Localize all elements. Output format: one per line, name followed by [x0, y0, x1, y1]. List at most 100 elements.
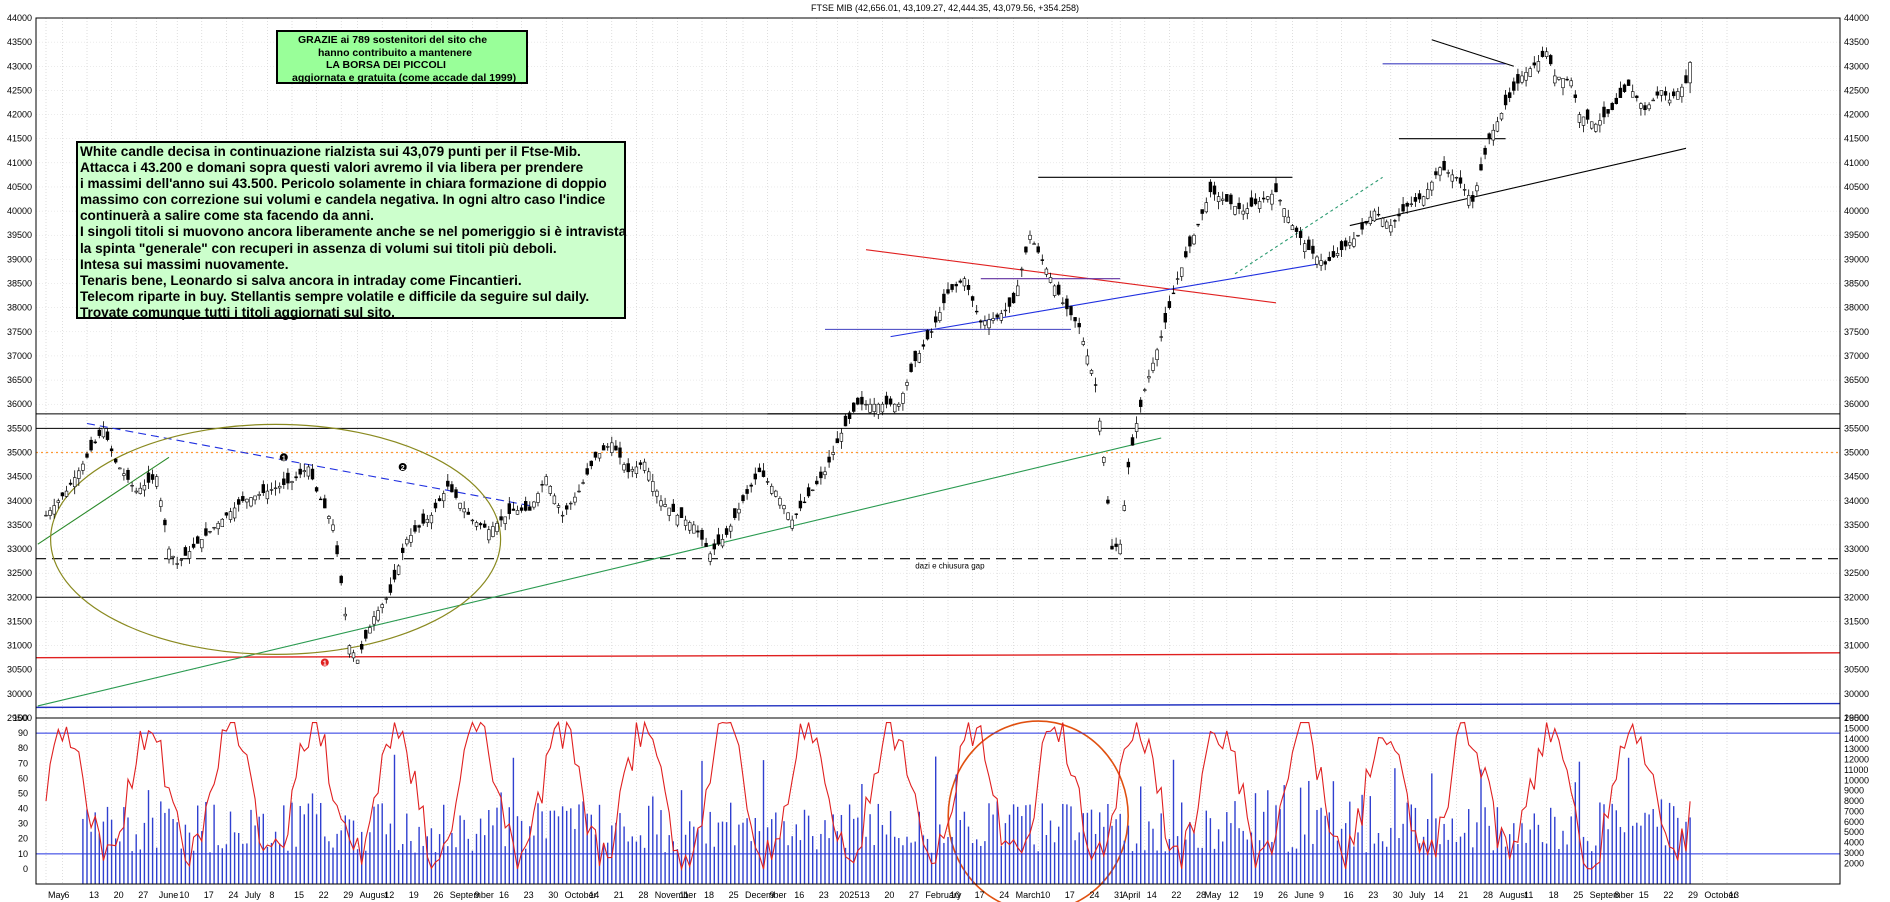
candle-body [1364, 221, 1368, 224]
candle-body [1192, 234, 1196, 245]
oscillator-tick: 80 [18, 743, 28, 753]
x-tick-label: September [450, 890, 494, 900]
x-tick-label: 17 [204, 890, 214, 900]
candle-body [306, 466, 311, 477]
candle-body [597, 453, 602, 459]
oscillator-tick: 10 [18, 849, 28, 859]
candle-body [1007, 297, 1012, 307]
x-tick-label: 16 [499, 890, 509, 900]
price-tick-right: 31500 [1844, 616, 1869, 626]
candle-body [249, 497, 253, 507]
candle-body [1512, 81, 1516, 91]
x-tick-label: December [745, 890, 787, 900]
candle-body [1590, 121, 1594, 129]
candle-body [1622, 84, 1627, 92]
candle-body [1270, 193, 1274, 205]
volume-tick: 16000 [1844, 713, 1869, 723]
x-tick-label: 19 [409, 890, 419, 900]
candle-body [1602, 106, 1606, 118]
candle-body [1483, 147, 1487, 155]
candle-body [1565, 78, 1569, 81]
last-candle-body [1688, 62, 1692, 84]
green-trendline-2 [37, 437, 1162, 707]
candle-body [1175, 278, 1180, 280]
candle-body [1467, 195, 1471, 206]
candle-body [1606, 109, 1610, 114]
candle-body [323, 498, 327, 509]
price-tick-left: 35500 [7, 423, 32, 433]
gap-label: dazi e chiusura gap [915, 561, 985, 570]
candle-body [1319, 260, 1323, 266]
candle-body [503, 516, 507, 524]
candle-body [265, 490, 270, 500]
candle-body [343, 613, 347, 617]
candle-body [929, 331, 934, 333]
candle-body [196, 536, 200, 544]
consolidation-ellipse [50, 423, 502, 655]
candle-body [618, 447, 622, 458]
x-tick-label: 18 [704, 890, 714, 900]
candle-body [556, 505, 561, 508]
price-tick-right: 44000 [1844, 13, 1869, 23]
price-tick-right: 37000 [1844, 351, 1869, 361]
marker-label: 1 [323, 660, 327, 667]
price-frame [35, 17, 1841, 719]
candle-body [101, 428, 106, 438]
candle-body [1098, 420, 1102, 432]
candle-body [1044, 268, 1049, 275]
candle-body [1245, 208, 1250, 214]
candle-body [1528, 68, 1532, 77]
x-tick-label: 22 [319, 890, 329, 900]
oscillator-tick: 90 [18, 728, 28, 738]
x-tick-label: 9 [1319, 890, 1324, 900]
candle-body [585, 468, 589, 475]
candle-body [1385, 221, 1389, 229]
comment-line-1: White candle decisa in continuazione ria… [80, 144, 581, 159]
candle-body [515, 510, 520, 515]
candle-body [130, 485, 134, 487]
candle-body [1438, 167, 1442, 176]
candle-body [712, 543, 717, 550]
candle-body [1262, 197, 1266, 200]
candle-body [294, 476, 298, 479]
x-tick-label: October [1704, 890, 1736, 900]
candle-body [1011, 292, 1016, 304]
candle-body [507, 503, 511, 514]
x-tick-label: 21 [1458, 890, 1468, 900]
price-tick-right: 33000 [1844, 544, 1869, 554]
candle-body [925, 330, 930, 340]
candle-body [692, 524, 696, 534]
price-tick-right: 39000 [1844, 254, 1869, 264]
candle-body [478, 523, 483, 526]
candle-body [347, 645, 352, 655]
candle-body [569, 502, 573, 505]
candle-body [593, 451, 598, 458]
candle-body [1631, 91, 1635, 98]
candle-body [888, 398, 893, 405]
comment-line-3: i massimi dell'anno sui 43.500. Pericolo… [80, 176, 607, 192]
price-tick-left: 31000 [7, 641, 32, 651]
candle-body [1639, 103, 1643, 109]
candle-body [933, 316, 938, 323]
candle-body [1073, 317, 1077, 322]
candle-body [958, 280, 963, 283]
candle-body [122, 473, 126, 476]
marker-dot [279, 453, 288, 462]
oscillator-tick: 40 [18, 804, 28, 814]
candle-body [1122, 505, 1127, 511]
candle-body [1315, 256, 1319, 265]
candle-body [458, 502, 462, 509]
candle-body [671, 503, 676, 512]
candle-body [392, 569, 397, 580]
candle-body [1057, 284, 1061, 295]
candle-body [802, 501, 807, 504]
candle-body [372, 616, 376, 625]
candle-body [1155, 349, 1159, 360]
candle-body [659, 500, 663, 507]
candle-body [302, 470, 306, 473]
candle-body [1085, 355, 1090, 365]
price-tick-left: 33500 [7, 520, 32, 530]
candle-body [1032, 243, 1036, 245]
candle-body [179, 559, 183, 561]
x-tick-label: 11 [1524, 890, 1533, 900]
